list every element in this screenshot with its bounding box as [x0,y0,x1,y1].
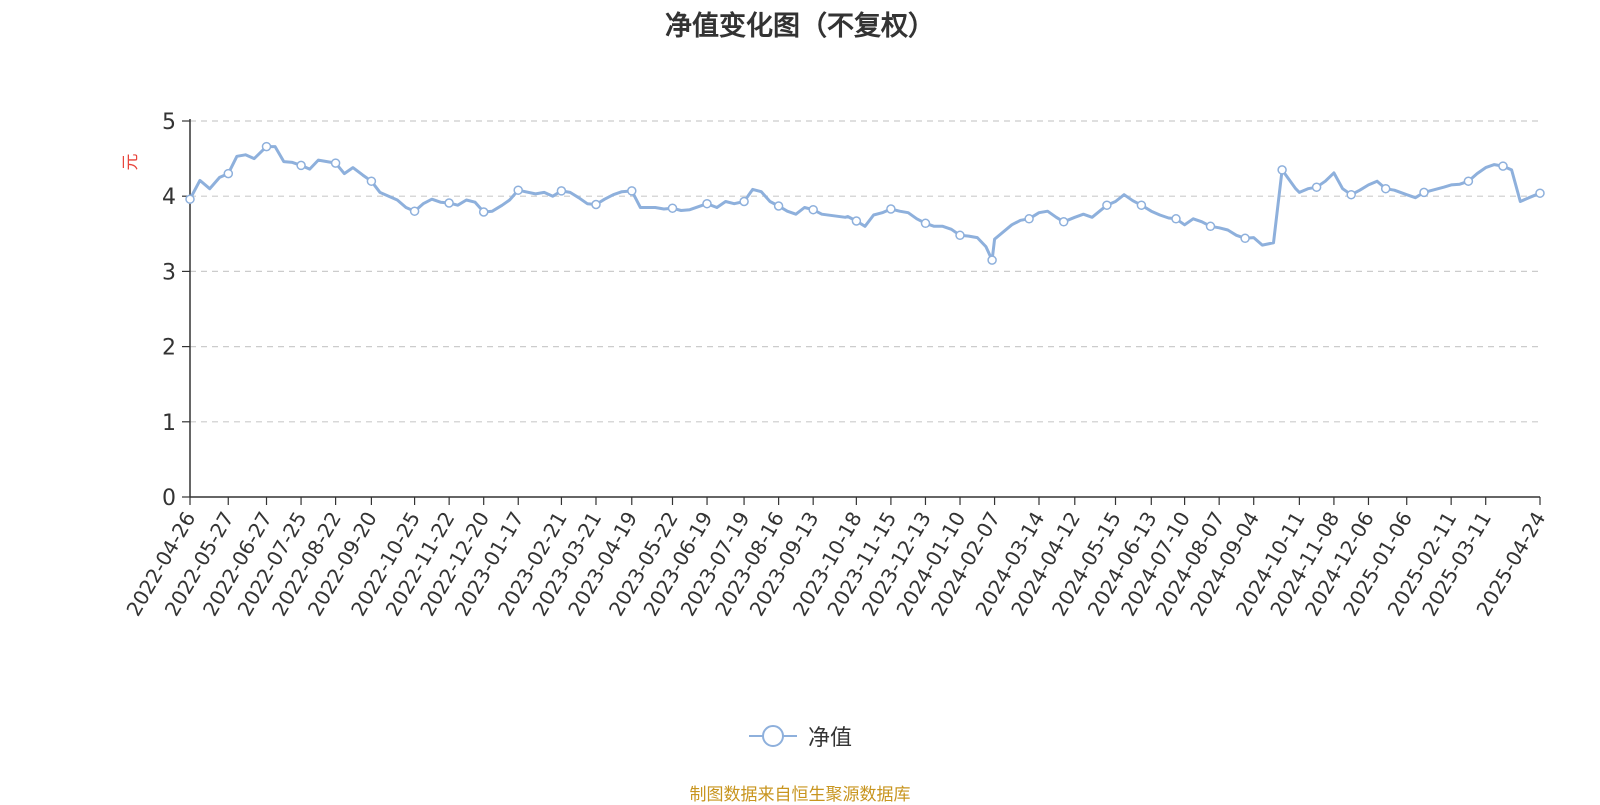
data-point [851,216,862,226]
data-point [1463,176,1474,186]
data-point [1136,200,1147,210]
data-point [409,206,420,216]
data-point [185,194,195,204]
legend-line-marker-icon [749,725,797,747]
chart-title: 净值变化图（不复权） [665,11,935,42]
data-point [444,198,454,208]
data-point [1419,187,1429,198]
data-point [223,168,234,179]
data-point [1380,183,1391,194]
series-line [188,145,1542,262]
grid-lines [190,120,1540,423]
data-point [1346,189,1356,200]
data-point [1311,182,1322,192]
data-point [556,186,567,196]
data-point [739,196,749,207]
data-point [513,185,523,195]
data-point [1240,233,1250,244]
series-layer [185,141,1545,265]
data-point [591,199,601,210]
data-source-note: 制图数据来自恒生聚源数据库 [689,785,911,805]
data-point [1102,200,1112,210]
y-axis: 0 1 2 3 4 5 [162,110,191,511]
data-point [1024,214,1034,224]
data-point [808,204,818,215]
data-point [1498,161,1508,171]
data-point [920,218,931,229]
data-point [366,176,377,186]
data-point [330,158,341,168]
y-tick-label: 4 [162,185,176,210]
x-axis: 2022-04-262022-05-272022-06-272022-07-25… [121,496,1550,620]
data-point [1535,188,1545,198]
y-tick-label: 5 [162,110,176,135]
data-point [987,255,997,265]
legend[interactable]: 净值 [748,722,853,751]
data-point [886,204,896,214]
data-point [1277,165,1287,175]
legend-label: 净值 [808,726,853,751]
y-tick-label: 3 [162,260,176,285]
data-point [1058,217,1069,227]
data-point [667,203,678,213]
y-axis-label: 元 [121,154,141,171]
y-tick-label: 0 [162,486,176,511]
data-point [296,160,306,171]
data-point [478,207,489,217]
data-point [955,230,965,241]
y-tick-label: 2 [162,336,176,361]
data-point [627,186,637,196]
data-point [702,198,712,209]
data-point [1205,221,1216,232]
y-tick-label: 1 [162,411,176,436]
data-point [261,141,272,152]
data-point [773,201,784,211]
data-point [1171,214,1181,224]
